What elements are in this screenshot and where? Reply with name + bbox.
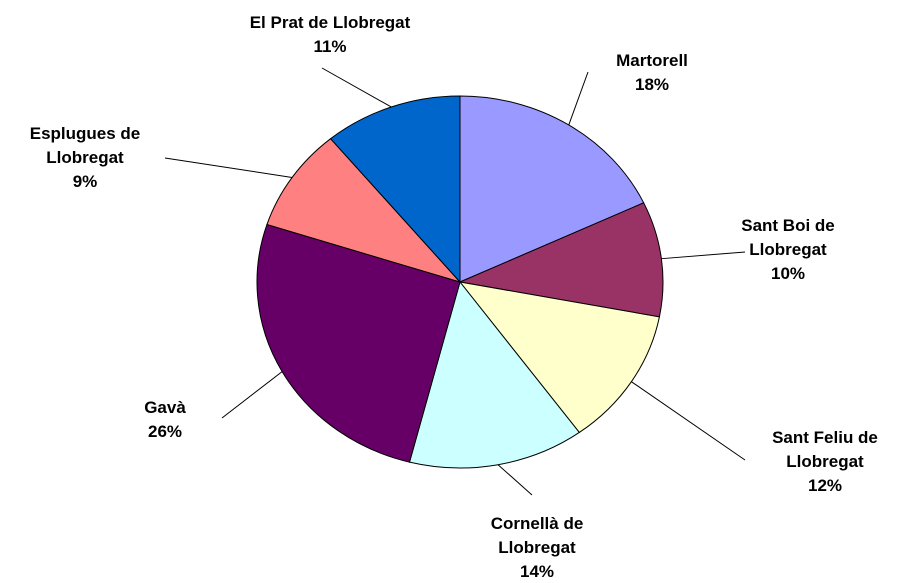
pie-slice (408, 280, 581, 469)
pie-slice (329, 95, 461, 284)
leader-line (631, 381, 746, 461)
value-label: 26% (147, 422, 183, 441)
category-label: Gavà (144, 398, 186, 417)
value-label: 12% (807, 476, 843, 495)
category-label: Sant Feliu de Llobregat (772, 428, 878, 471)
value-label: 10% (770, 264, 806, 283)
leader-line (661, 251, 746, 260)
leader-line (497, 464, 533, 496)
category-label: Martorell (616, 51, 688, 70)
pie-slice (256, 223, 461, 463)
category-label: Esplugues de Llobregat (29, 124, 141, 167)
slice-label: Sant Feliu de Llobregat 12% (750, 426, 900, 498)
slice-label: Sant Boi de Llobregat 10% (723, 214, 853, 286)
slice-label: Gavà 26% (100, 396, 230, 444)
value-label: 9% (72, 172, 98, 191)
leader-line (321, 67, 392, 108)
slice-label: Martorell 18% (587, 49, 717, 97)
category-label: Sant Boi de Llobregat (741, 216, 835, 259)
slice-label: El Prat de Llobregat 11% (215, 11, 445, 59)
value-label: 11% (313, 37, 347, 56)
slice-label: Esplugues de Llobregat 9% (15, 122, 155, 194)
leader-line (164, 157, 293, 178)
leader-line (568, 71, 589, 126)
value-label: 14% (519, 562, 555, 581)
pie-slice (458, 281, 660, 434)
leader-line (221, 371, 283, 419)
slice-label: Cornellà de Llobregat 14% (472, 512, 602, 583)
pie-slice (458, 202, 664, 318)
pie-slice (266, 138, 462, 283)
category-label: Cornellà de Llobregat (490, 514, 584, 557)
category-label: El Prat de Llobregat (249, 13, 411, 32)
value-label: 18% (634, 75, 670, 94)
